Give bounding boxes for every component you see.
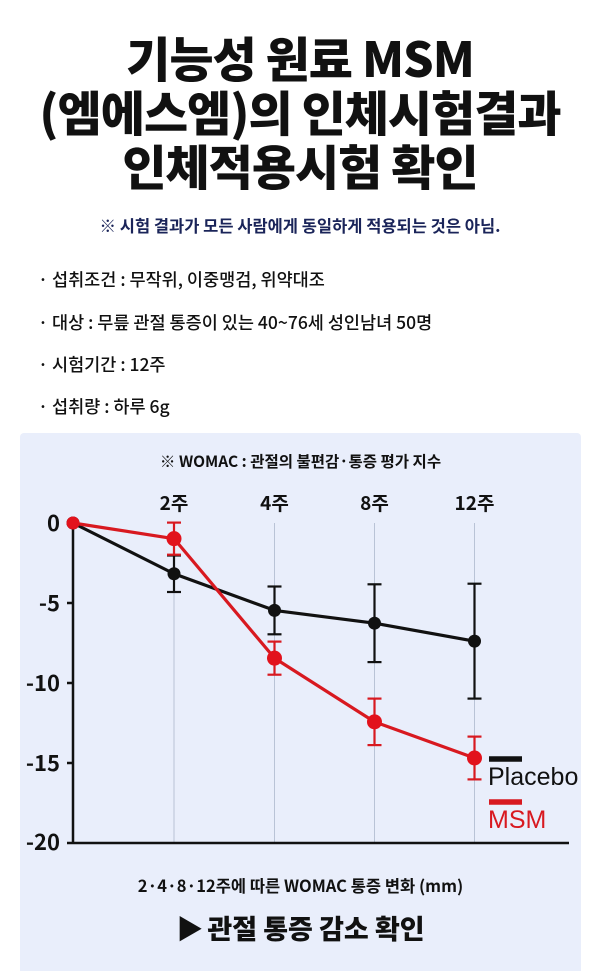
svg-text:8주: 8주	[360, 489, 389, 516]
svg-text:4주: 4주	[260, 489, 289, 516]
svg-text:MSM: MSM	[488, 806, 546, 834]
svg-text:0: 0	[47, 506, 60, 538]
svg-text:-5: -5	[39, 586, 60, 618]
svg-text:-20: -20	[26, 825, 60, 857]
svg-text:12주: 12주	[455, 489, 495, 516]
svg-text:Placebo: Placebo	[488, 763, 578, 791]
svg-text:2주: 2주	[160, 489, 189, 516]
svg-text:-10: -10	[26, 666, 60, 698]
svg-text:-15: -15	[26, 746, 60, 778]
